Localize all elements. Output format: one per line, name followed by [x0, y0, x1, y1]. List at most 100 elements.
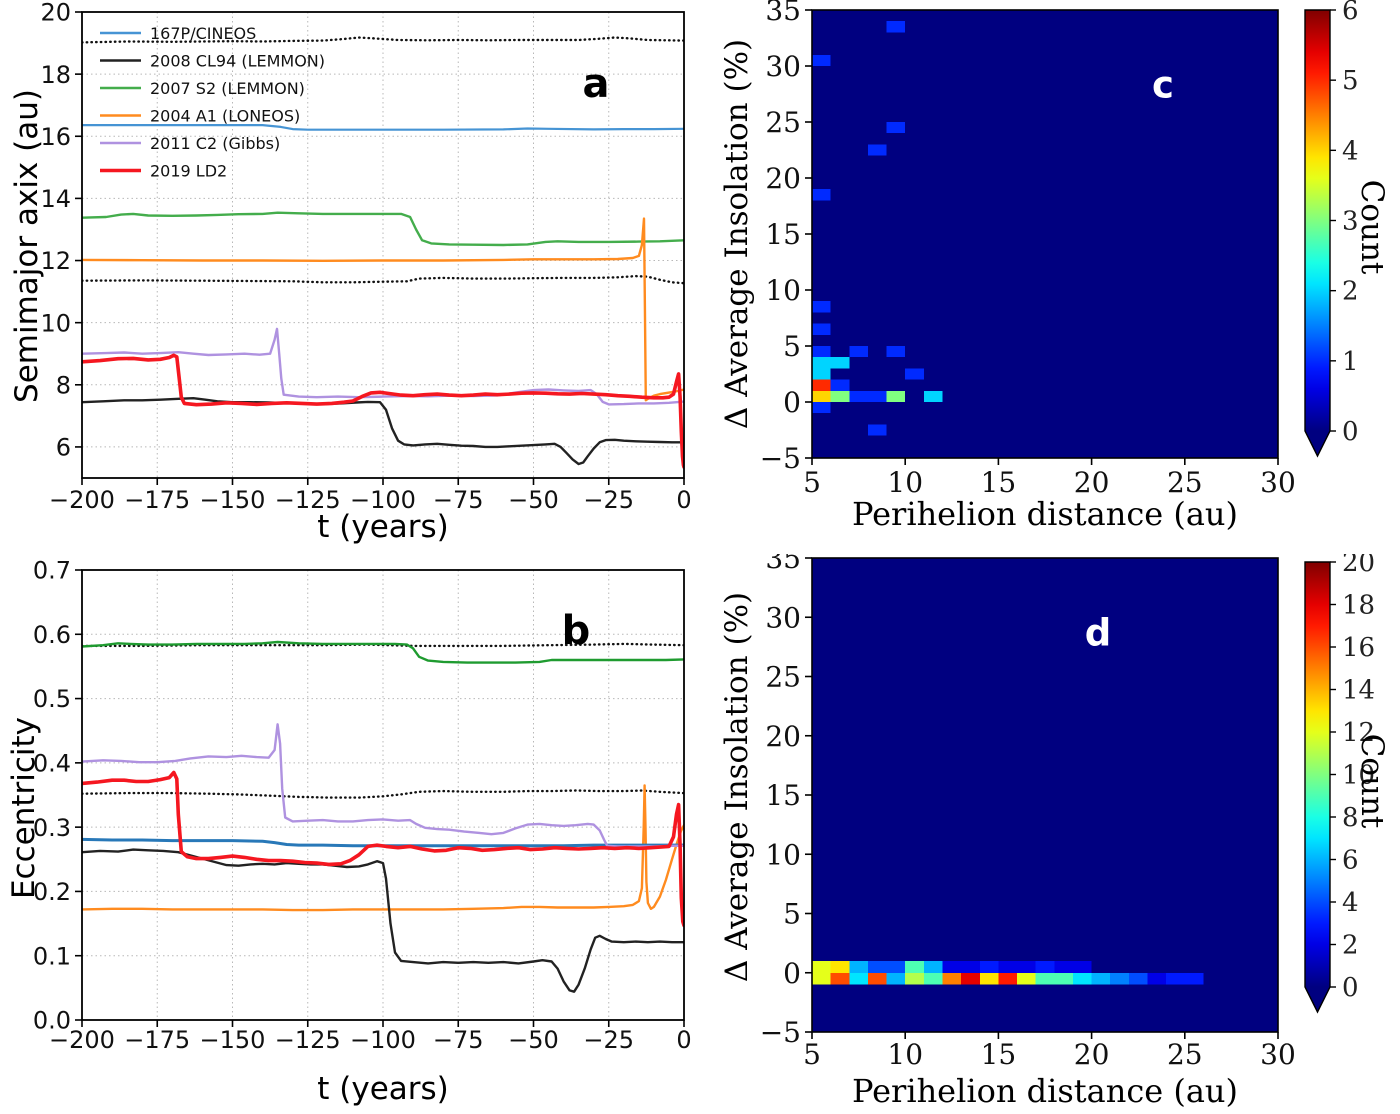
- svg-text:20: 20: [1342, 554, 1375, 578]
- cell-x6-y3: [830, 357, 850, 369]
- cell-x9-y-1: [886, 972, 906, 985]
- svg-text:10: 10: [887, 466, 923, 499]
- cell-x17-y-1: [1035, 972, 1055, 985]
- colorbar-d-label: Count: [1354, 733, 1390, 829]
- cell-x10-y-1: [905, 972, 924, 985]
- svg-text:5: 5: [803, 1038, 821, 1071]
- plot-d: 5 10 15 20 25 30 −5 0 5 10 15 20 25 30 35 0 2 4 6 8 10 12 14 16…: [760, 554, 1375, 1071]
- plot-c: 5 10 15 20 25 30 −5 0 5 10 15 20 25 30 35 0 1 2 3 4 5 6: [760, 0, 1359, 499]
- svg-text:20: 20: [1074, 1038, 1110, 1071]
- series-2011-c2-gibbs-: [82, 723, 684, 848]
- panel-b-xlabel: t (years): [317, 1071, 449, 1107]
- cell-x6-y1: [830, 379, 850, 391]
- axes-ticks: −200 −175 −150 −125 −100 −75 −50 −25 0 0.0 0.1 0.2 0…: [33, 557, 692, 1054]
- svg-text:0: 0: [676, 1026, 691, 1054]
- gridlines: [81, 569, 685, 1021]
- panel-letter-d: d: [1084, 611, 1112, 655]
- panel-letter-c: c: [1152, 63, 1174, 107]
- series-2004-a1-loneos-: [82, 217, 684, 402]
- svg-text:0.7: 0.7: [33, 557, 71, 585]
- svg-text:6: 6: [1342, 0, 1359, 26]
- series-reference-dotted-upper: [82, 642, 684, 648]
- svg-text:4: 4: [1342, 888, 1359, 918]
- heatmap-background: [812, 558, 1278, 1032]
- svg-text:10: 10: [887, 1038, 923, 1071]
- panel-b-ylabel: Eccentricity: [6, 716, 42, 900]
- cell-x8-y-3: [867, 424, 887, 436]
- panel-d-ylabel: Δ Average Insolation (%): [719, 591, 755, 983]
- cell-x7-y0: [849, 960, 868, 973]
- svg-text:0: 0: [1342, 417, 1359, 447]
- cell-x6-y0: [830, 960, 850, 973]
- panel-letter-a: a: [582, 61, 610, 107]
- cell-x12-y-1: [942, 972, 962, 985]
- svg-text:−25: −25: [583, 486, 634, 514]
- svg-text:12: 12: [40, 247, 71, 275]
- svg-text:14: 14: [1342, 676, 1375, 706]
- cell-x11-y-1: [923, 972, 943, 985]
- colorbar-c-label: Count: [1354, 179, 1390, 275]
- svg-text:−50: −50: [508, 486, 559, 514]
- series-2019-ld2: [82, 353, 684, 469]
- heatmap-cells: [812, 21, 943, 436]
- svg-text:35: 35: [765, 0, 801, 27]
- cell-x13-y0: [961, 960, 980, 973]
- cell-x11-y0: [923, 390, 943, 402]
- cell-x25-y-1: [1184, 972, 1204, 985]
- svg-text:0: 0: [1342, 973, 1359, 1003]
- plot-a: −200 −175 −150 −125 −100 −75 −50 −25 0 6 8 10 12 14 16…: [40, 0, 691, 514]
- series-2007-s2-lemmon-: [82, 211, 684, 247]
- cell-x13-y-1: [961, 972, 980, 985]
- svg-text:5: 5: [783, 330, 801, 363]
- cell-x23-y-1: [1147, 972, 1167, 985]
- svg-text:−100: −100: [350, 486, 416, 514]
- cell-x5-y8: [812, 301, 831, 313]
- svg-text:−150: −150: [200, 486, 266, 514]
- colorbar: 0 1 2 3 4 5 6: [1304, 0, 1359, 458]
- svg-text:15: 15: [765, 779, 801, 812]
- cell-x7-y0: [849, 390, 868, 402]
- legend-label-0: 167P/CINEOS: [150, 24, 256, 43]
- svg-text:10: 10: [765, 274, 801, 307]
- svg-text:−175: −175: [124, 486, 190, 514]
- cell-x5-y0: [812, 390, 831, 402]
- series-reference-dotted-lower: [82, 274, 684, 285]
- svg-text:15: 15: [981, 466, 1017, 499]
- cell-x8-y0: [867, 390, 887, 402]
- svg-text:−100: −100: [350, 1026, 416, 1054]
- svg-text:0.6: 0.6: [33, 621, 71, 649]
- panel-a-ylabel: Semimajor axix (au): [9, 89, 45, 403]
- legend: 167P/CINEOS 2008 CL94 (LEMMON) 2007 S2 (LE…: [100, 24, 325, 180]
- series-2019-ld2: [82, 770, 684, 928]
- cell-x7-y4: [849, 346, 868, 358]
- axes-ticks: 5 10 15 20 25 30 −5 0 5 10 15 20 25 30 35: [760, 0, 1296, 499]
- cell-x18-y0: [1054, 960, 1073, 973]
- panel-d-xlabel: Perihelion distance (au): [852, 1072, 1238, 1110]
- cell-x16-y0: [1017, 960, 1036, 973]
- svg-text:2: 2: [1342, 931, 1359, 961]
- cell-x24-y-1: [1166, 972, 1185, 985]
- cell-x9-y0: [886, 390, 906, 402]
- series-167p-cineos: [82, 124, 684, 131]
- svg-text:2: 2: [1342, 277, 1359, 307]
- cell-x9-y4: [886, 346, 906, 358]
- cell-x8-y0: [867, 960, 887, 973]
- cell-x12-y0: [942, 960, 962, 973]
- svg-text:30: 30: [1260, 1038, 1296, 1071]
- cell-x19-y-1: [1072, 972, 1092, 985]
- colorbar-under-arrow: [1305, 431, 1330, 456]
- svg-text:15: 15: [765, 218, 801, 251]
- panel-c-ylabel: Δ Average Insolation (%): [719, 38, 755, 430]
- cell-x8-y-1: [867, 972, 887, 985]
- svg-text:−200: −200: [49, 1026, 115, 1054]
- svg-text:0.3: 0.3: [33, 814, 71, 842]
- legend-label-5: 2019 LD2: [150, 161, 227, 180]
- cell-x16-y-1: [1017, 972, 1036, 985]
- svg-text:20: 20: [765, 162, 801, 195]
- svg-text:18: 18: [1342, 591, 1375, 621]
- cell-x5-y2: [812, 368, 831, 380]
- svg-text:20: 20: [40, 0, 71, 27]
- svg-text:−150: −150: [200, 1026, 266, 1054]
- svg-text:0.0: 0.0: [33, 1007, 71, 1035]
- svg-text:1: 1: [1342, 347, 1359, 377]
